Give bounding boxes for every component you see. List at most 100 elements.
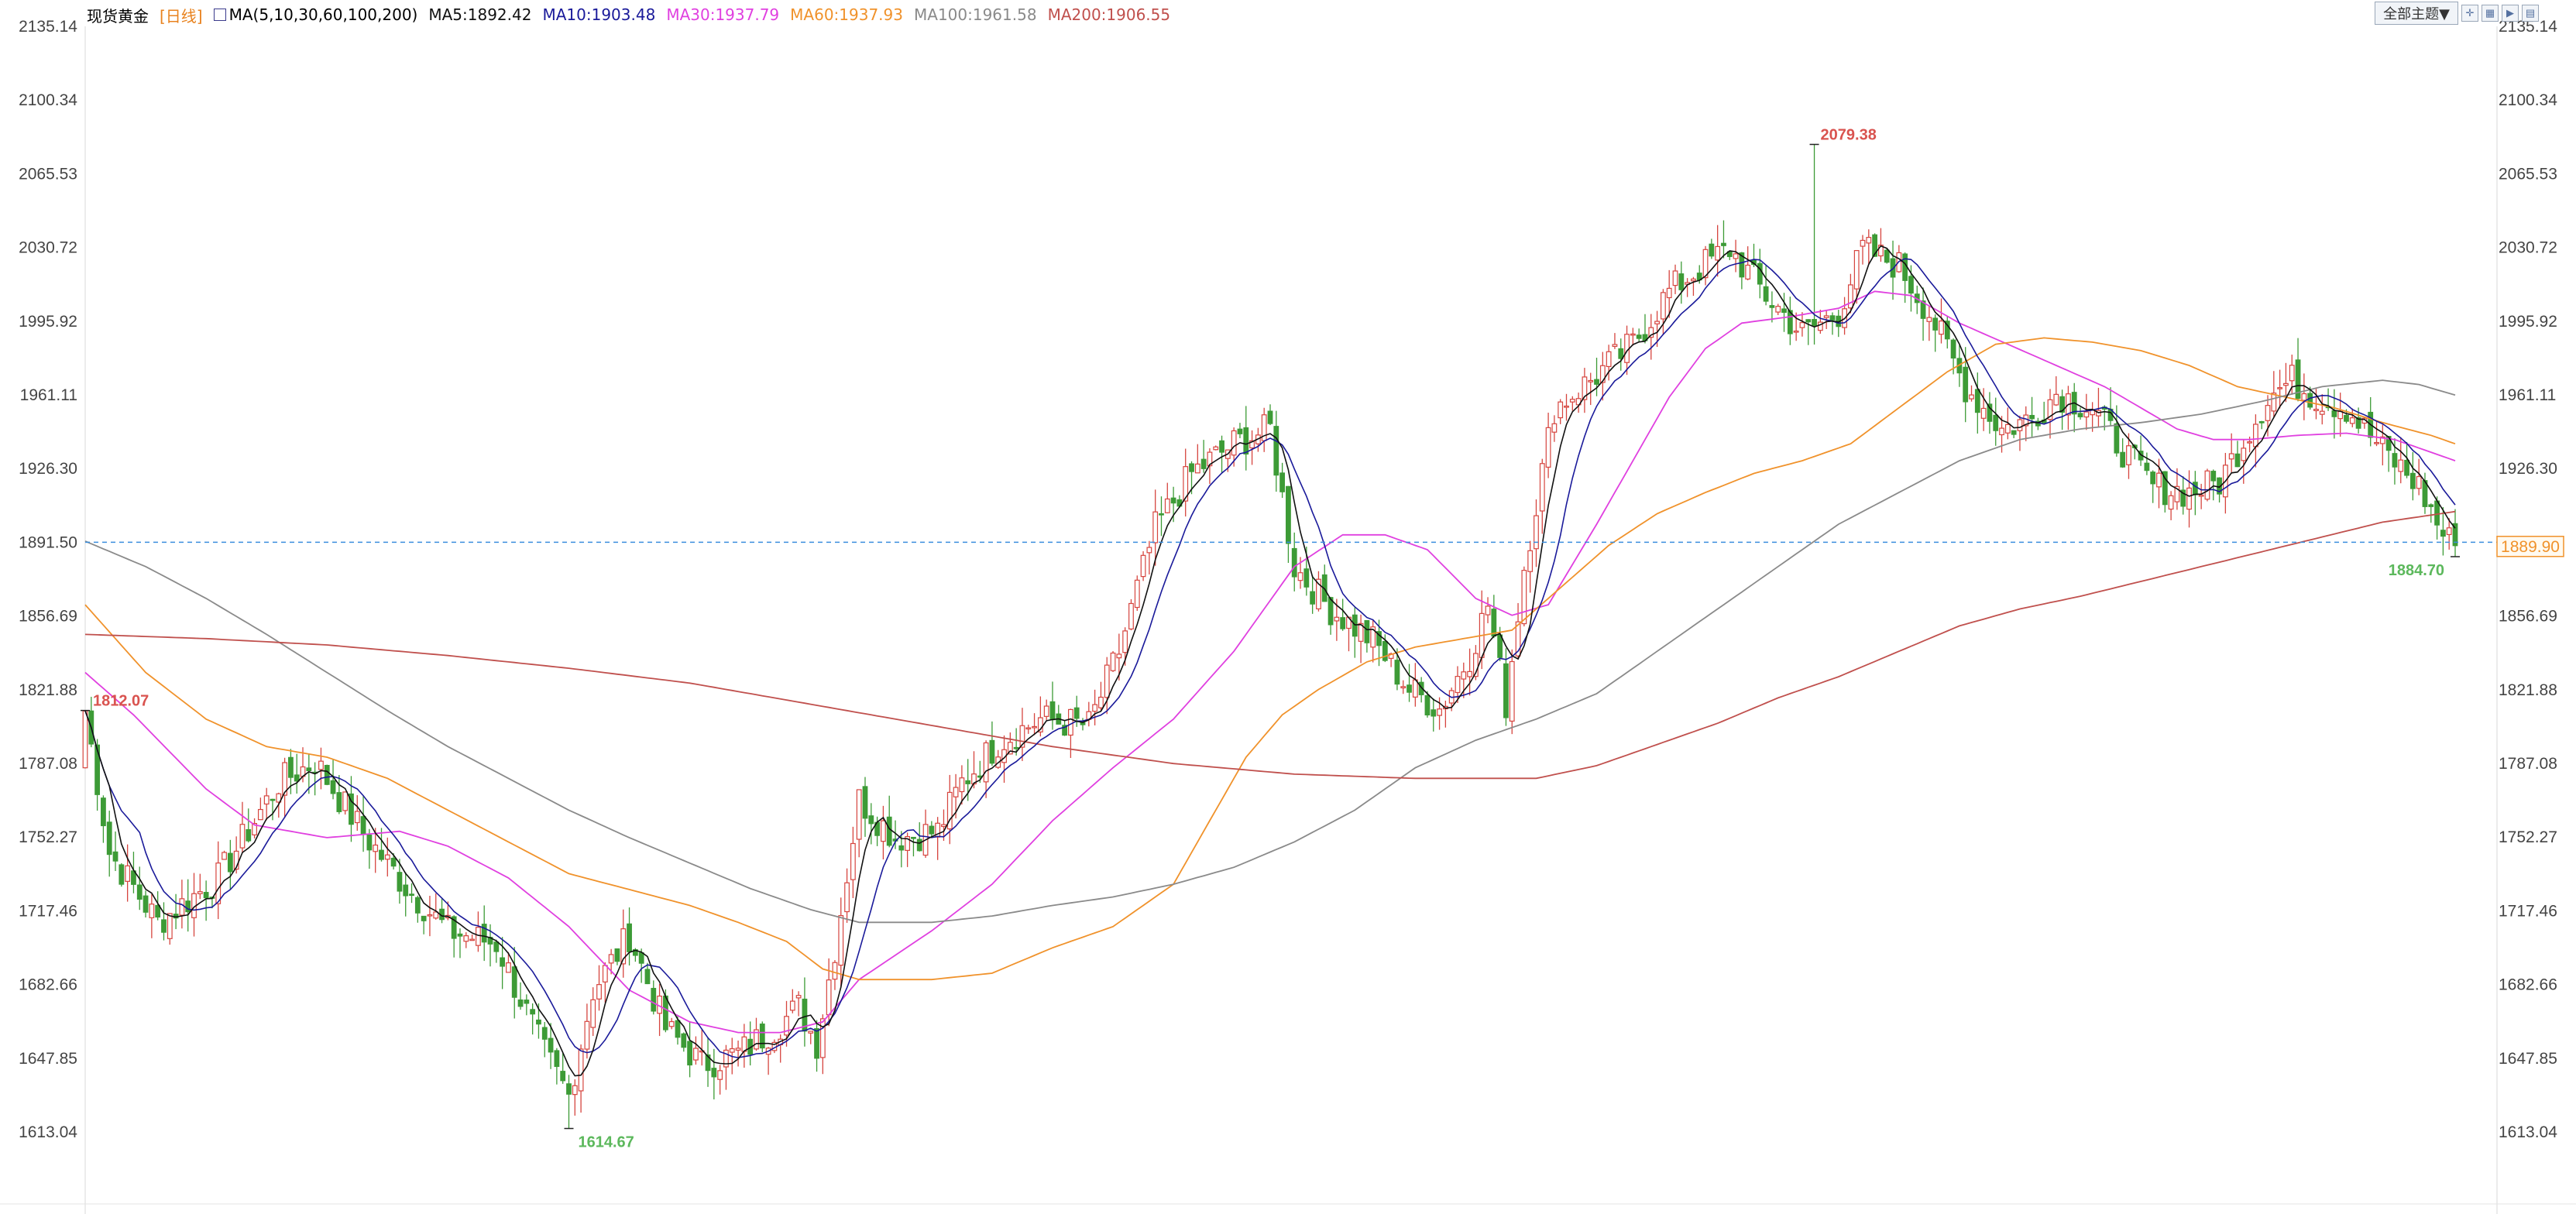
candle-body[interactable]: [1424, 694, 1431, 716]
candle-body[interactable]: [1823, 315, 1829, 318]
ma-settings-icon[interactable]: [213, 8, 226, 21]
candle-body[interactable]: [705, 1054, 711, 1072]
candle-body[interactable]: [1067, 708, 1073, 736]
candle-body[interactable]: [789, 1000, 795, 1011]
candle-body[interactable]: [1406, 684, 1412, 693]
candle-body[interactable]: [1853, 249, 1860, 290]
candle-body[interactable]: [1944, 321, 1950, 340]
candle-body[interactable]: [1534, 515, 1539, 550]
candle-body[interactable]: [2440, 530, 2446, 537]
candle-body[interactable]: [433, 911, 439, 919]
candle-body[interactable]: [306, 767, 312, 772]
candle-body[interactable]: [2452, 523, 2458, 547]
candle-body[interactable]: [844, 882, 850, 913]
candle-body[interactable]: [536, 1019, 541, 1025]
candle-body[interactable]: [1062, 725, 1067, 736]
candle-body[interactable]: [814, 1028, 819, 1059]
candle-body[interactable]: [832, 962, 838, 980]
candle-body[interactable]: [1805, 319, 1812, 323]
candle-body[interactable]: [632, 948, 638, 956]
candle-body[interactable]: [379, 849, 384, 860]
candle-body[interactable]: [1019, 725, 1025, 748]
candle-body[interactable]: [2374, 441, 2379, 444]
candle-body[interactable]: [155, 904, 161, 918]
theme-select[interactable]: 全部主题▼: [2375, 2, 2458, 25]
candle-body[interactable]: [2271, 393, 2277, 412]
candle-body[interactable]: [862, 786, 868, 819]
candle-body[interactable]: [1497, 634, 1503, 658]
candle-body[interactable]: [850, 842, 856, 880]
candle-body[interactable]: [481, 924, 487, 943]
candle-body[interactable]: [185, 900, 191, 913]
candle-body[interactable]: [1073, 707, 1080, 719]
candle-body[interactable]: [1950, 339, 1956, 359]
candle-body[interactable]: [1370, 626, 1376, 648]
candle-body[interactable]: [2029, 414, 2035, 420]
crosshair-icon[interactable]: ✛: [2461, 5, 2478, 22]
candle-body[interactable]: [1437, 708, 1442, 716]
candle-body[interactable]: [1485, 605, 1491, 616]
candle-body[interactable]: [989, 739, 995, 764]
candle-body[interactable]: [2004, 424, 2011, 434]
ma-params[interactable]: MA(5,10,30,60,100,200): [213, 5, 417, 24]
candle-body[interactable]: [548, 1037, 554, 1053]
candle-body[interactable]: [1013, 746, 1019, 749]
candle-body[interactable]: [2017, 419, 2023, 431]
candle-body[interactable]: [1521, 570, 1527, 625]
candle-body[interactable]: [566, 1083, 572, 1095]
candle-body[interactable]: [662, 995, 668, 1031]
candle-body[interactable]: [578, 1048, 584, 1092]
candle-body[interactable]: [1200, 458, 1207, 469]
candle-body[interactable]: [257, 808, 263, 821]
candle-body[interactable]: [1963, 366, 1969, 403]
candle-body[interactable]: [1286, 485, 1291, 544]
candle-body[interactable]: [681, 1033, 687, 1048]
candle-body[interactable]: [602, 965, 608, 983]
candle-body[interactable]: [143, 895, 149, 913]
candle-body[interactable]: [2204, 470, 2210, 500]
candle-body[interactable]: [1037, 717, 1043, 732]
candle-body[interactable]: [500, 957, 506, 967]
candle-body[interactable]: [94, 744, 101, 795]
candle-body[interactable]: [1183, 466, 1189, 502]
candle-body[interactable]: [1660, 292, 1666, 320]
candle-body[interactable]: [2210, 471, 2217, 482]
candle-body[interactable]: [1920, 300, 1926, 319]
candle-body[interactable]: [2337, 410, 2344, 420]
candle-body[interactable]: [1872, 234, 1878, 257]
candle-body[interactable]: [2416, 475, 2422, 489]
candle-body[interactable]: [493, 941, 500, 952]
candle-body[interactable]: [136, 884, 143, 900]
candle-body[interactable]: [1545, 427, 1551, 468]
candle-body[interactable]: [227, 852, 233, 873]
candle-body[interactable]: [2077, 413, 2083, 417]
candle-body[interactable]: [336, 792, 342, 812]
candle-body[interactable]: [1969, 394, 1974, 400]
candle-body[interactable]: [1509, 660, 1515, 722]
candle-body[interactable]: [1382, 640, 1388, 661]
candle-body[interactable]: [2083, 411, 2090, 418]
candle-body[interactable]: [294, 774, 300, 782]
candle-body[interactable]: [179, 898, 185, 916]
candle-body[interactable]: [2011, 430, 2017, 435]
candle-body[interactable]: [1763, 286, 1769, 302]
candle-body[interactable]: [414, 897, 421, 914]
candle-body[interactable]: [222, 852, 227, 860]
candle-body[interactable]: [421, 915, 427, 921]
candle-body[interactable]: [1847, 284, 1853, 309]
candle-body[interactable]: [1648, 327, 1654, 338]
candle-body[interactable]: [2434, 500, 2440, 526]
candle-body[interactable]: [1025, 727, 1032, 730]
candle-body[interactable]: [2331, 410, 2337, 417]
candle-body[interactable]: [808, 1031, 814, 1034]
candle-body[interactable]: [2186, 487, 2192, 510]
candle-body[interactable]: [868, 815, 874, 825]
candle-body[interactable]: [620, 928, 627, 965]
candle-body[interactable]: [2307, 393, 2313, 408]
candle-body[interactable]: [101, 797, 106, 827]
candle-body[interactable]: [1624, 334, 1630, 363]
candle-body[interactable]: [668, 1020, 675, 1027]
candle-body[interactable]: [1237, 428, 1243, 434]
candle-body[interactable]: [506, 962, 511, 973]
candle-body[interactable]: [215, 862, 222, 904]
